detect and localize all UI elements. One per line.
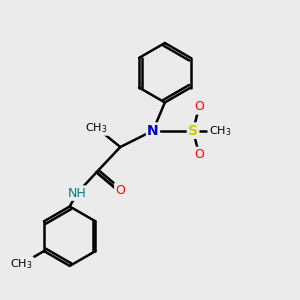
Text: O: O	[194, 100, 204, 113]
Text: N: N	[147, 124, 159, 138]
Text: O: O	[194, 148, 204, 161]
Text: S: S	[188, 124, 198, 138]
Text: CH$_3$: CH$_3$	[10, 257, 33, 271]
Text: CH$_3$: CH$_3$	[208, 124, 231, 138]
Text: CH$_3$: CH$_3$	[85, 121, 108, 135]
Text: NH: NH	[68, 187, 87, 200]
Text: O: O	[115, 184, 125, 196]
